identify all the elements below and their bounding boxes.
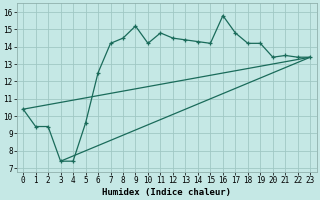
X-axis label: Humidex (Indice chaleur): Humidex (Indice chaleur) bbox=[102, 188, 231, 197]
